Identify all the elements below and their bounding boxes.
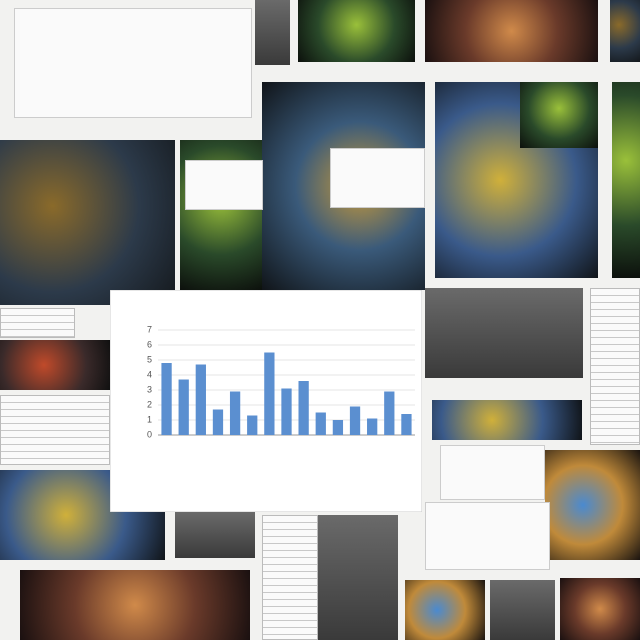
bar [247,415,258,435]
image-tile [405,580,485,640]
chart-thumbnail [185,160,263,210]
document-tile [0,395,110,465]
y-tick-label: 3 [147,384,152,394]
bar [367,418,378,435]
image-tile [610,0,640,62]
bar [315,412,326,435]
chart-thumbnail [425,502,550,570]
image-tile [255,0,290,65]
chart-thumbnail [440,445,545,500]
y-tick-label: 1 [147,414,152,424]
image-tile [298,0,415,62]
image-tile [490,580,555,640]
bar [264,352,275,435]
bar [384,391,395,435]
y-tick-label: 0 [147,429,152,439]
chart-thumbnail [14,8,252,118]
bar [332,420,344,435]
image-tile [560,578,640,640]
bar [195,364,206,435]
y-tick-label: 4 [147,369,152,379]
bar [281,388,292,435]
image-tile [20,570,250,640]
document-tile [0,308,75,338]
image-tile [520,82,598,148]
y-tick-label: 7 [147,324,152,334]
chart-panel: 0 1 2 3 4 5 6 7 [110,290,422,512]
bar [298,381,309,435]
image-tile [0,340,110,390]
y-tick-label: 6 [147,339,152,349]
bar [349,406,361,435]
bar [229,391,241,435]
document-tile [590,288,640,445]
image-tile [612,82,640,278]
bar [178,379,189,435]
image-tile [318,515,398,640]
image-tile [432,400,582,440]
chart-thumbnail [330,148,425,208]
y-tick-label: 2 [147,399,152,409]
bar [212,409,224,435]
image-tile [0,140,175,305]
bar [161,363,172,435]
bar [401,414,412,435]
image-tile [425,288,583,378]
image-tile [545,450,640,560]
image-tile [175,512,255,558]
image-tile [425,0,598,62]
document-tile [262,515,318,640]
y-tick-label: 5 [147,354,152,364]
